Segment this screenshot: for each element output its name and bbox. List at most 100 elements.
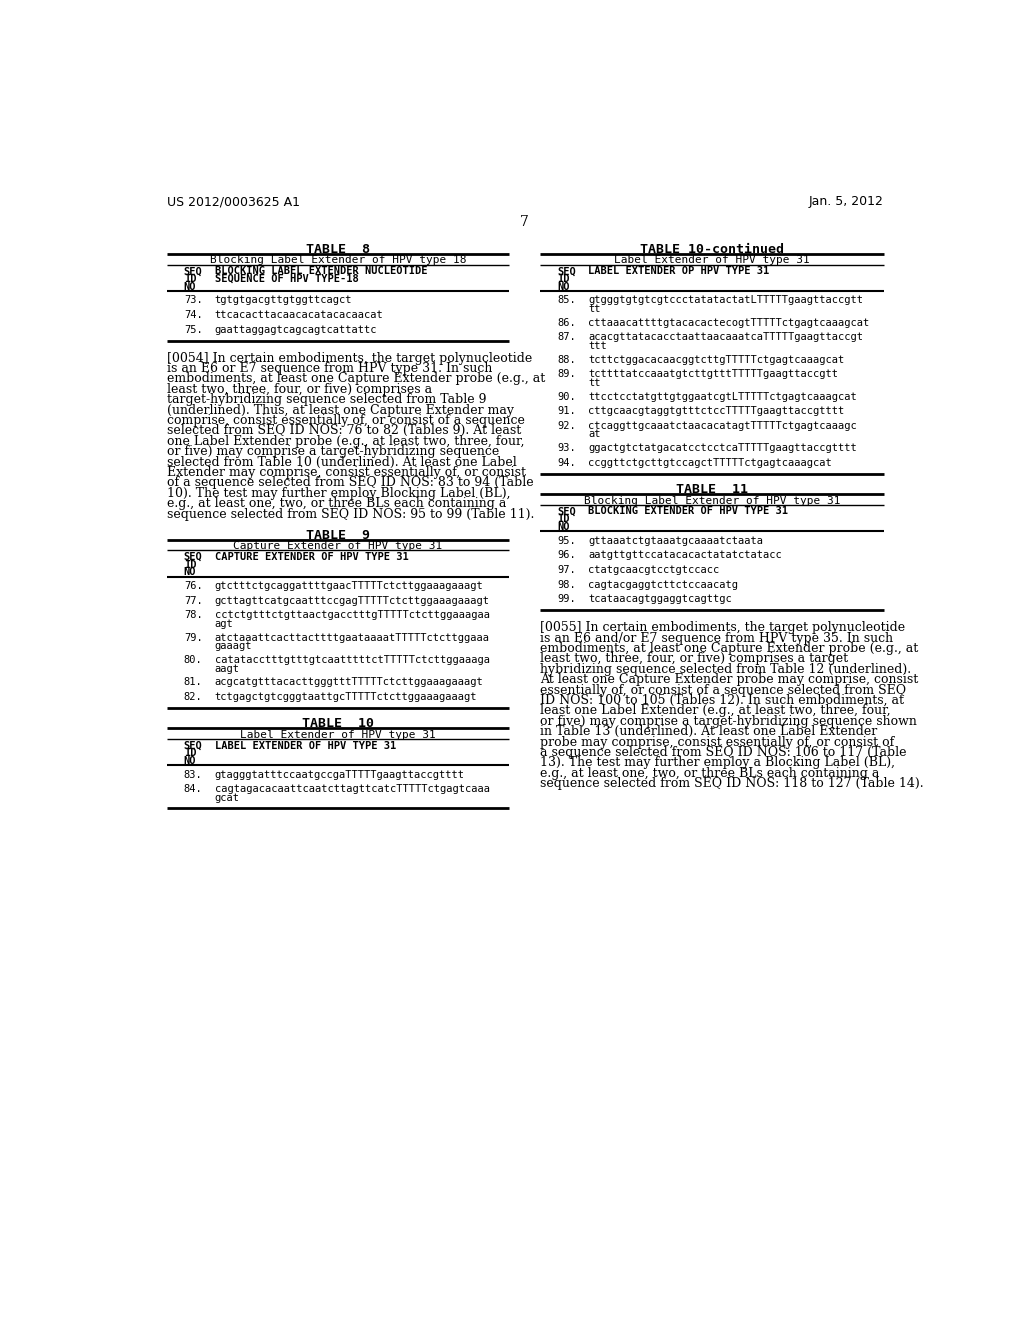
Text: NO: NO	[183, 756, 197, 766]
Text: ccggttctgcttgtccagctTTTTTctgagtcaaagcat: ccggttctgcttgtccagctTTTTTctgagtcaaagcat	[589, 458, 833, 467]
Text: ttt: ttt	[589, 341, 607, 351]
Text: aatgttgttccatacacactatatctatacc: aatgttgttccatacacactatatctatacc	[589, 550, 782, 560]
Text: agt: agt	[215, 619, 233, 628]
Text: 75.: 75.	[183, 325, 203, 335]
Text: TABLE  8: TABLE 8	[306, 243, 370, 256]
Text: of a sequence selected from SEQ ID NOS: 83 to 94 (Table: of a sequence selected from SEQ ID NOS: …	[167, 477, 534, 490]
Text: tgtgtgacgttgtggttcagct: tgtgtgacgttgtggttcagct	[215, 296, 352, 305]
Text: SEQUENCE OF HPV TYPE-18: SEQUENCE OF HPV TYPE-18	[215, 275, 358, 284]
Text: selected from SEQ ID NOS: 76 to 82 (Tables 9). At least: selected from SEQ ID NOS: 76 to 82 (Tabl…	[167, 425, 521, 437]
Text: 98.: 98.	[557, 579, 577, 590]
Text: cttgcaacgtaggtgtttctccTTTTTgaagttaccgtttt: cttgcaacgtaggtgtttctccTTTTTgaagttaccgttt…	[589, 407, 845, 416]
Text: At least one Capture Extender probe may comprise, consist: At least one Capture Extender probe may …	[541, 673, 919, 686]
Text: 80.: 80.	[183, 655, 203, 665]
Text: one Label Extender probe (e.g., at least two, three, four,: one Label Extender probe (e.g., at least…	[167, 434, 524, 447]
Text: gtagggtatttccaatgccgaTTTTTgaagttaccgtttt: gtagggtatttccaatgccgaTTTTTgaagttaccgtttt	[215, 770, 465, 780]
Text: tcttctggacacaacggtcttgTTTTTctgagtcaaagcat: tcttctggacacaacggtcttgTTTTTctgagtcaaagca…	[589, 355, 845, 364]
Text: 91.: 91.	[557, 407, 577, 416]
Text: 97.: 97.	[557, 565, 577, 576]
Text: cctctgtttctgttaactgacctttgTTTTTctcttggaaagaa: cctctgtttctgttaactgacctttgTTTTTctcttggaa…	[215, 610, 489, 620]
Text: ttcacacttacaacacatacacaacat: ttcacacttacaacacatacacaacat	[215, 310, 384, 319]
Text: ID: ID	[183, 748, 197, 758]
Text: least one Label Extender (e.g., at least two, three, four,: least one Label Extender (e.g., at least…	[541, 705, 891, 717]
Text: is an E6 or E7 sequence from HPV type 31. In such: is an E6 or E7 sequence from HPV type 31…	[167, 362, 493, 375]
Text: gaaagt: gaaagt	[215, 642, 252, 651]
Text: gaattaggagtcagcagtcattattc: gaattaggagtcagcagtcattattc	[215, 325, 377, 335]
Text: 10). The test may further employ Blocking Label (BL),: 10). The test may further employ Blockin…	[167, 487, 510, 500]
Text: TABLE  9: TABLE 9	[306, 529, 370, 541]
Text: or five) may comprise a target-hybridizing sequence shown: or five) may comprise a target-hybridizi…	[541, 714, 918, 727]
Text: cagtagacacaattcaatcttagttcatcTTTTTctgagtcaaa: cagtagacacaattcaatcttagttcatcTTTTTctgagt…	[215, 784, 489, 795]
Text: SEQ: SEQ	[557, 507, 577, 516]
Text: at: at	[589, 429, 601, 440]
Text: e.g., at least one, two, or three BLs each containing a: e.g., at least one, two, or three BLs ea…	[167, 498, 506, 511]
Text: CAPTURE EXTENDER OF HPV TYPE 31: CAPTURE EXTENDER OF HPV TYPE 31	[215, 552, 409, 562]
Text: acacgttatacacctaattaacaaatcaTTTTTgaagttaccgt: acacgttatacacctaattaacaaatcaTTTTTgaagtta…	[589, 333, 863, 342]
Text: TABLE  11: TABLE 11	[676, 483, 748, 496]
Text: 78.: 78.	[183, 610, 203, 620]
Text: ID: ID	[183, 560, 197, 569]
Text: 88.: 88.	[557, 355, 577, 364]
Text: ID: ID	[557, 275, 569, 284]
Text: 92.: 92.	[557, 421, 577, 430]
Text: tt: tt	[589, 378, 601, 388]
Text: Label Extender of HPV type 31: Label Extender of HPV type 31	[614, 256, 810, 265]
Text: gtctttctgcaggattttgaacTTTTTctcttggaaagaaagt: gtctttctgcaggattttgaacTTTTTctcttggaaagaa…	[215, 581, 483, 591]
Text: Blocking Label Extender of HPV type 18: Blocking Label Extender of HPV type 18	[210, 256, 466, 265]
Text: NO: NO	[183, 568, 197, 577]
Text: ggactgtctatgacatcctcctcaTTTTTgaagttaccgtttt: ggactgtctatgacatcctcctcaTTTTTgaagttaccgt…	[589, 444, 857, 453]
Text: 84.: 84.	[183, 784, 203, 795]
Text: 73.: 73.	[183, 296, 203, 305]
Text: aagt: aagt	[215, 664, 240, 673]
Text: sequence selected from SEQ ID NOS: 95 to 99 (Table 11).: sequence selected from SEQ ID NOS: 95 to…	[167, 508, 535, 520]
Text: 83.: 83.	[183, 770, 203, 780]
Text: 79.: 79.	[183, 632, 203, 643]
Text: [0055] In certain embodiments, the target polynucleotide: [0055] In certain embodiments, the targe…	[541, 622, 905, 634]
Text: 95.: 95.	[557, 536, 577, 545]
Text: 86.: 86.	[557, 318, 577, 327]
Text: 96.: 96.	[557, 550, 577, 560]
Text: essentially of, or consist of a sequence selected from SEQ: essentially of, or consist of a sequence…	[541, 684, 906, 697]
Text: comprise, consist essentially of, or consist of a sequence: comprise, consist essentially of, or con…	[167, 414, 524, 428]
Text: BLOCKING EXTENDER OF HPV TYPE 31: BLOCKING EXTENDER OF HPV TYPE 31	[589, 507, 788, 516]
Text: SEQ: SEQ	[183, 741, 203, 751]
Text: TABLE 10-continued: TABLE 10-continued	[640, 243, 784, 256]
Text: LABEL EXTENDER OF HPV TYPE 31: LABEL EXTENDER OF HPV TYPE 31	[215, 741, 396, 751]
Text: Extender may comprise, consist essentially of, or consist: Extender may comprise, consist essential…	[167, 466, 525, 479]
Text: 13). The test may further employ a Blocking Label (BL),: 13). The test may further employ a Block…	[541, 756, 895, 770]
Text: ID: ID	[557, 515, 569, 524]
Text: tcataacagtggaggtcagttgc: tcataacagtggaggtcagttgc	[589, 594, 732, 605]
Text: NO: NO	[557, 281, 569, 292]
Text: 74.: 74.	[183, 310, 203, 319]
Text: ctcaggttgcaaatctaacacatagtTTTTTctgagtcaaagc: ctcaggttgcaaatctaacacatagtTTTTTctgagtcaa…	[589, 421, 857, 430]
Text: embodiments, at least one Capture Extender probe (e.g., at: embodiments, at least one Capture Extend…	[167, 372, 545, 385]
Text: tctgagctgtcgggtaattgcTTTTTctcttggaaagaaagt: tctgagctgtcgggtaattgcTTTTTctcttggaaagaaa…	[215, 692, 477, 702]
Text: e.g., at least one, two, or three BLs each containing a: e.g., at least one, two, or three BLs ea…	[541, 767, 880, 780]
Text: tcttttatccaaatgtcttgtttTTTTTgaagttaccgtt: tcttttatccaaatgtcttgtttTTTTTgaagttaccgtt	[589, 370, 839, 379]
Text: cttaaacattttgtacacactecogtTTTTTctgagtcaaagcat: cttaaacattttgtacacactecogtTTTTTctgagtcaa…	[589, 318, 869, 327]
Text: US 2012/0003625 A1: US 2012/0003625 A1	[167, 195, 300, 209]
Text: is an E6 and/or E7 sequence from HPV type 35. In such: is an E6 and/or E7 sequence from HPV typ…	[541, 631, 893, 644]
Text: sequence selected from SEQ ID NOS: 118 to 127 (Table 14).: sequence selected from SEQ ID NOS: 118 t…	[541, 777, 924, 791]
Text: 81.: 81.	[183, 677, 203, 688]
Text: ctatgcaacgtcctgtccacc: ctatgcaacgtcctgtccacc	[589, 565, 720, 576]
Text: gcttagttcatgcaatttccgagTTTTTctcttggaaagaaagt: gcttagttcatgcaatttccgagTTTTTctcttggaaaga…	[215, 595, 489, 606]
Text: probe may comprise, consist essentially of, or consist of: probe may comprise, consist essentially …	[541, 735, 895, 748]
Text: BLOCKING LABEL EXTENDER NUCLEOTIDE: BLOCKING LABEL EXTENDER NUCLEOTIDE	[215, 267, 427, 276]
Text: NO: NO	[557, 521, 569, 532]
Text: Capture Extender of HPV type 31: Capture Extender of HPV type 31	[233, 541, 442, 550]
Text: TABLE  10: TABLE 10	[302, 718, 374, 730]
Text: 77.: 77.	[183, 595, 203, 606]
Text: or five) may comprise a target-hybridizing sequence: or five) may comprise a target-hybridizi…	[167, 445, 499, 458]
Text: 85.: 85.	[557, 296, 577, 305]
Text: 90.: 90.	[557, 392, 577, 401]
Text: hybridizing sequence selected from Table 12 (underlined).: hybridizing sequence selected from Table…	[541, 663, 911, 676]
Text: Label Extender of HPV type 31: Label Extender of HPV type 31	[241, 730, 436, 739]
Text: 89.: 89.	[557, 370, 577, 379]
Text: acgcatgtttacacttgggtttTTTTTctcttggaaagaaagt: acgcatgtttacacttgggtttTTTTTctcttggaaagaa…	[215, 677, 483, 688]
Text: 82.: 82.	[183, 692, 203, 702]
Text: (underlined). Thus, at least one Capture Extender may: (underlined). Thus, at least one Capture…	[167, 404, 514, 417]
Text: least two, three, four, or five) comprises a: least two, three, four, or five) compris…	[167, 383, 432, 396]
Text: 93.: 93.	[557, 444, 577, 453]
Text: in Table 13 (underlined). At least one Label Extender: in Table 13 (underlined). At least one L…	[541, 725, 878, 738]
